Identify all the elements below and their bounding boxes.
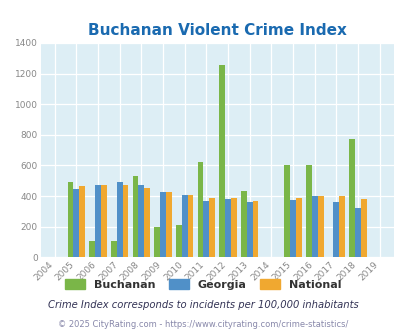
Bar: [122, 184, 128, 257]
Bar: [354, 208, 360, 257]
Bar: [95, 185, 101, 257]
Bar: [187, 195, 193, 257]
Bar: [73, 189, 79, 257]
Bar: [203, 201, 209, 257]
Bar: [144, 188, 150, 257]
Bar: [175, 225, 181, 257]
Bar: [138, 184, 144, 257]
Bar: [160, 192, 166, 257]
Bar: [295, 198, 301, 257]
Bar: [197, 162, 203, 257]
Bar: [89, 241, 95, 257]
Bar: [360, 199, 366, 257]
Bar: [348, 139, 354, 257]
Bar: [154, 227, 160, 257]
Bar: [79, 186, 85, 257]
Bar: [219, 65, 224, 257]
Bar: [166, 191, 171, 257]
Text: © 2025 CityRating.com - https://www.cityrating.com/crime-statistics/: © 2025 CityRating.com - https://www.city…: [58, 319, 347, 329]
Bar: [305, 165, 311, 257]
Bar: [132, 176, 138, 257]
Bar: [230, 198, 236, 257]
Bar: [339, 196, 344, 257]
Text: Crime Index corresponds to incidents per 100,000 inhabitants: Crime Index corresponds to incidents per…: [47, 300, 358, 310]
Bar: [117, 182, 122, 257]
Bar: [101, 184, 107, 257]
Bar: [209, 198, 215, 257]
Bar: [317, 196, 323, 257]
Bar: [284, 165, 290, 257]
Bar: [333, 202, 339, 257]
Bar: [252, 201, 258, 257]
Bar: [290, 200, 295, 257]
Bar: [246, 202, 252, 257]
Bar: [181, 195, 187, 257]
Bar: [67, 182, 73, 257]
Bar: [311, 196, 317, 257]
Bar: [111, 241, 117, 257]
Bar: [240, 191, 246, 257]
Legend: Buchanan, Georgia, National: Buchanan, Georgia, National: [60, 275, 345, 294]
Bar: [224, 199, 230, 257]
Title: Buchanan Violent Crime Index: Buchanan Violent Crime Index: [87, 22, 346, 38]
